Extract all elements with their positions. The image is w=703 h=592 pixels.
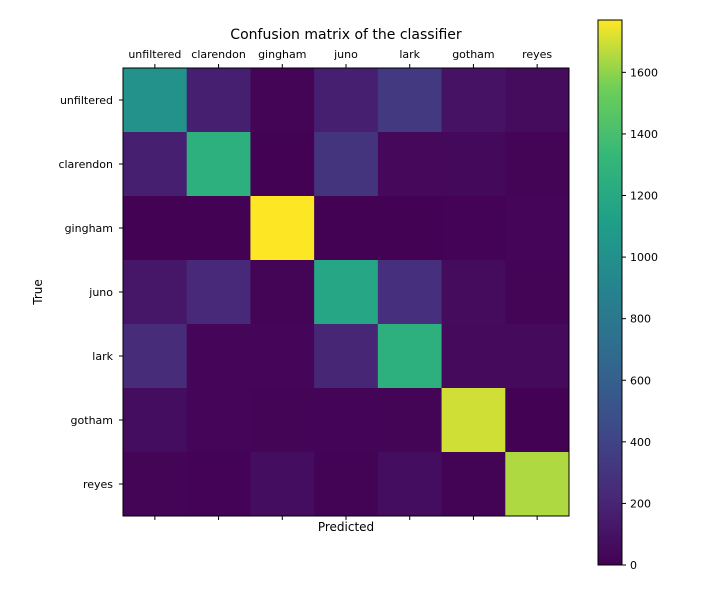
heatmap-cell [441, 452, 506, 517]
heatmap-cell [186, 260, 251, 325]
heatmap-cell [123, 388, 188, 453]
heatmap-cell [377, 196, 443, 261]
heatmap-cell [314, 68, 379, 133]
heatmap-cell [186, 196, 251, 261]
heatmap-cell [441, 68, 506, 133]
heatmap-cell [377, 452, 443, 517]
x-tick-label: clarendon [191, 48, 246, 61]
y-tick-label: gingham [65, 222, 113, 235]
heatmap-cell [441, 196, 506, 261]
heatmap-cell [377, 132, 443, 197]
heatmap-cell [377, 388, 443, 453]
heatmap-cell [186, 452, 251, 517]
heatmap-cell [186, 68, 251, 133]
colorbar-tick-label: 200 [630, 497, 651, 510]
x-axis-label: Predicted [318, 520, 374, 534]
chart-title: Confusion matrix of the classifier [230, 27, 462, 43]
heatmap-cell [250, 452, 315, 517]
heatmap-cell [250, 68, 315, 133]
colorbar-tick-label: 0 [630, 559, 637, 572]
heatmap-cell [186, 388, 251, 453]
heatmap-cell [441, 324, 506, 389]
colorbar-tick-label: 800 [630, 313, 651, 326]
heatmap-cell [505, 132, 570, 197]
heatmap-cell [505, 196, 570, 261]
y-tick-label: reyes [83, 478, 113, 491]
heatmap-cell [250, 324, 315, 389]
y-tick-labels: unfiltered clarendon gingham juno lark gotham… [58, 94, 123, 491]
heatmap-cell [123, 196, 188, 261]
x-tick-label: lark [399, 48, 420, 61]
heatmap-cell [505, 260, 570, 325]
colorbar [597, 19, 623, 566]
heatmap-cell [505, 68, 570, 133]
heatmap-cells [123, 68, 570, 517]
heatmap-cell [250, 132, 315, 197]
colorbar-tick-label: 600 [630, 374, 651, 387]
colorbar-ticks: 0 200 400 600 800 1000 1200 1400 1600 [622, 66, 658, 572]
heatmap-cell [377, 260, 443, 325]
heatmap-cell [123, 68, 188, 133]
colorbar-tick-label: 400 [630, 436, 651, 449]
colorbar-tick-label: 1400 [630, 128, 658, 141]
heatmap-cell [441, 388, 506, 453]
heatmap-cell [505, 452, 570, 517]
y-tick-label: juno [88, 286, 113, 299]
heatmap-cell [377, 324, 443, 389]
heatmap-cell [441, 132, 506, 197]
colorbar-tick-label: 1000 [630, 251, 658, 264]
heatmap-cell [250, 260, 315, 325]
x-tick-label: gotham [452, 48, 494, 61]
heatmap-cell [441, 260, 506, 325]
x-tick-label: gingham [258, 48, 306, 61]
heatmap-cell [314, 260, 379, 325]
heatmap-cell [123, 324, 188, 389]
heatmap-cell [123, 452, 188, 517]
colorbar-tick-label: 1600 [630, 66, 658, 79]
heatmap-cell [250, 388, 315, 453]
y-tick-label: unfiltered [60, 94, 113, 107]
heatmap-cell [505, 324, 570, 389]
x-tick-label: juno [333, 48, 358, 61]
heatmap-cell [314, 452, 379, 517]
x-tick-label: reyes [522, 48, 552, 61]
y-tick-label: gotham [71, 414, 113, 427]
y-tick-label: clarendon [58, 158, 113, 171]
heatmap-cell [505, 388, 570, 453]
heatmap-cell [314, 196, 379, 261]
y-tick-label: lark [92, 350, 113, 363]
y-axis-label: True [31, 279, 45, 306]
heatmap-cell [123, 132, 188, 197]
heatmap-cell [186, 324, 251, 389]
x-tick-label: unfiltered [128, 48, 181, 61]
heatmap-cell [314, 324, 379, 389]
heatmap-cell [314, 132, 379, 197]
heatmap-cell [186, 132, 251, 197]
heatmap-cell [250, 196, 315, 261]
heatmap-cell [123, 260, 188, 325]
heatmap-cell [314, 388, 379, 453]
colorbar-tick-label: 1200 [630, 190, 658, 203]
heatmap-cell [377, 68, 443, 133]
x-tick-labels: unfiltered clarendon gingham juno lark gotham… [128, 48, 552, 520]
